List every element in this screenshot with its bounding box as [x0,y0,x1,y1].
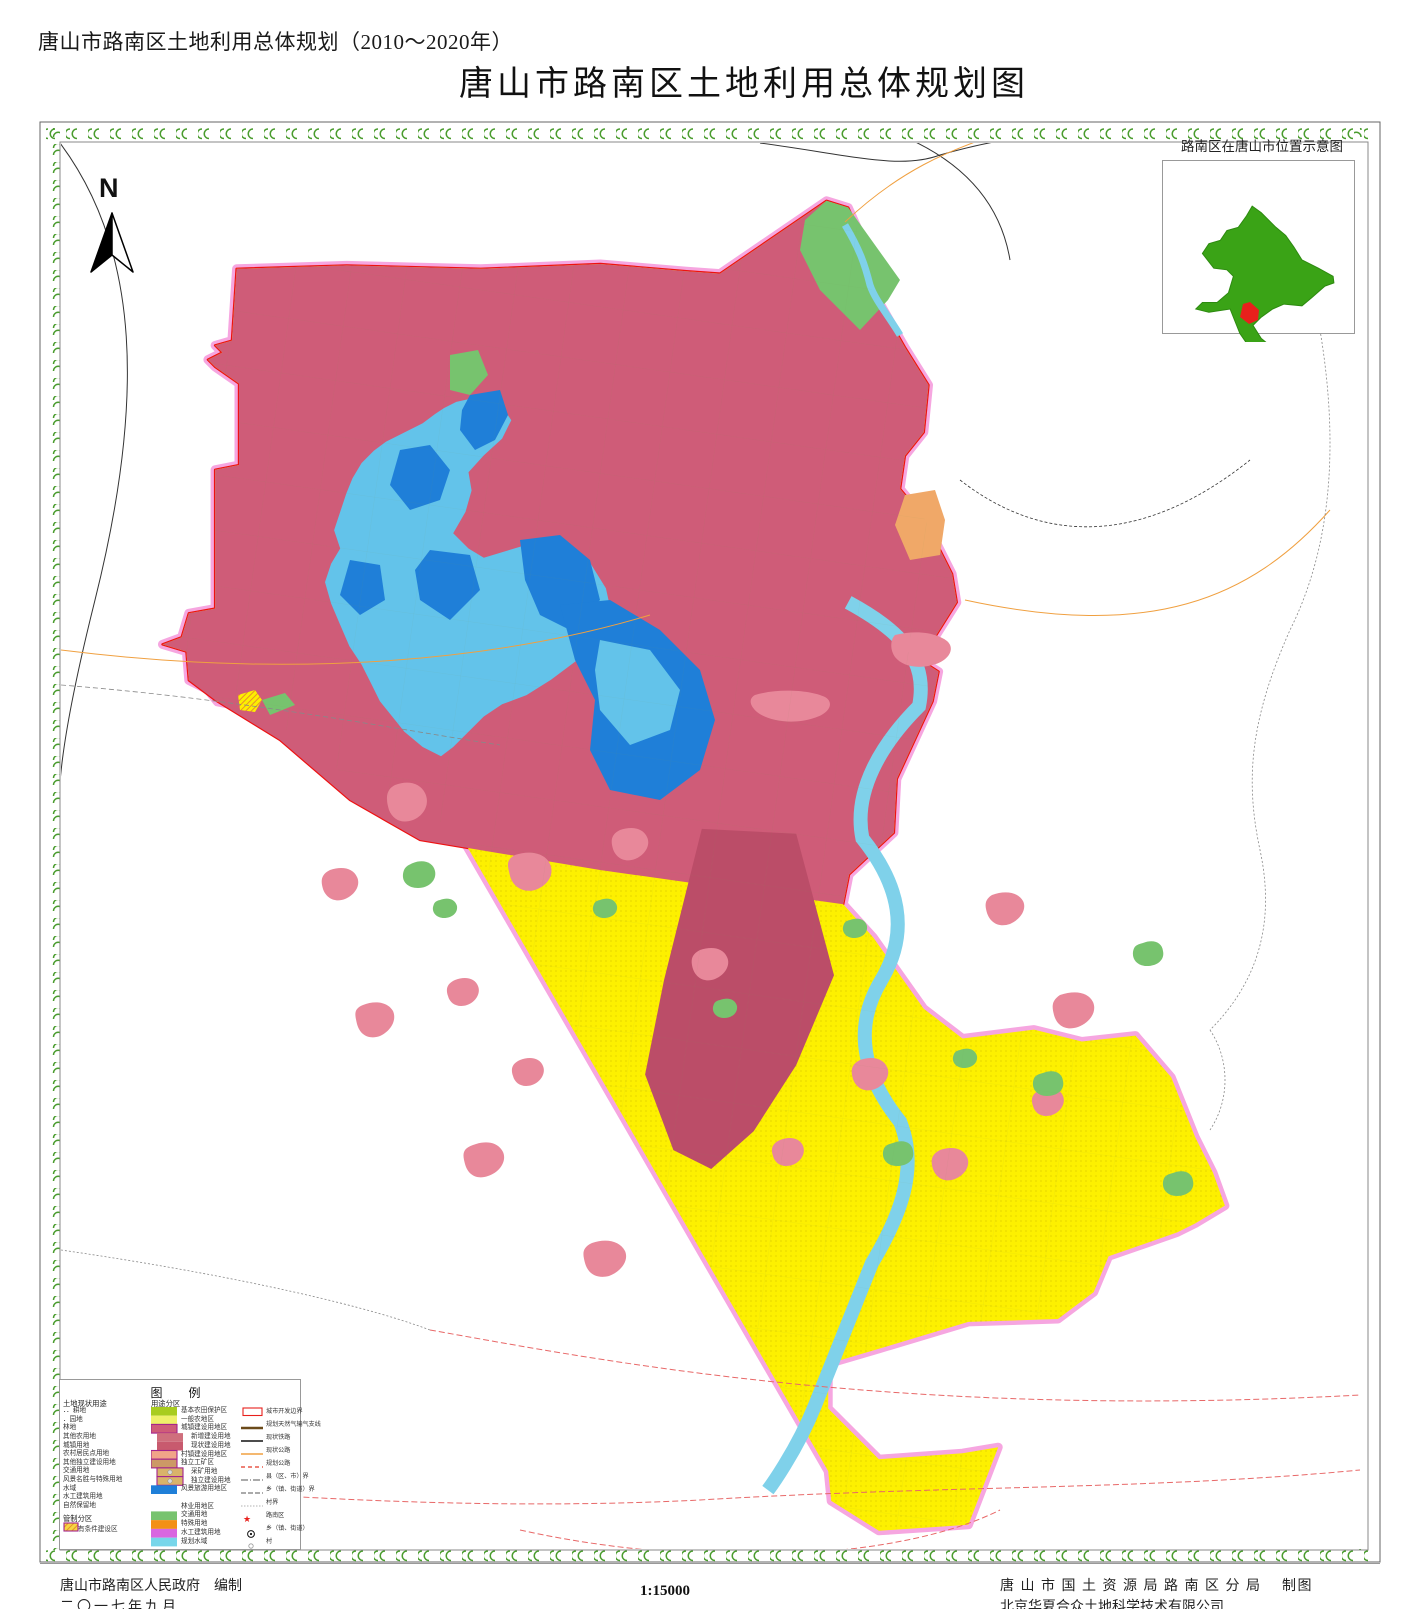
svg-text:N: N [99,175,119,203]
svg-text:★: ★ [243,1514,251,1524]
